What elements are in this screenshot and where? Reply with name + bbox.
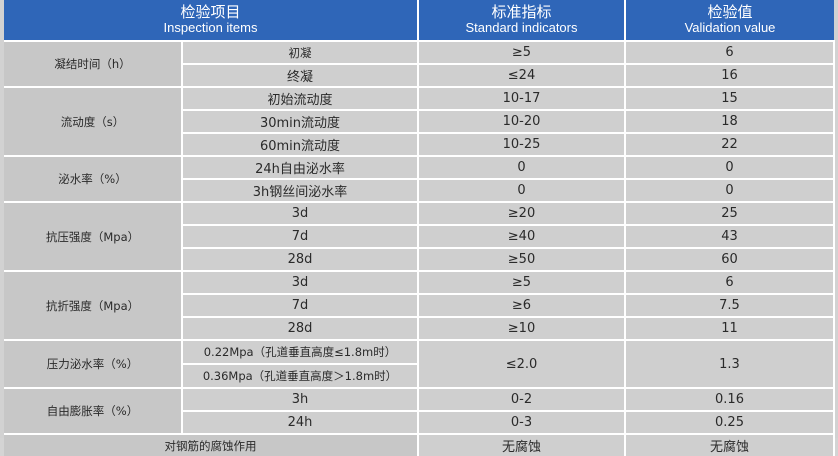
header-item-cn: 检验项目	[180, 3, 241, 21]
category-cell: 流动度（s）	[4, 87, 183, 157]
table-row: 0.36Mpa（孔道垂直高度＞1.8m时）	[4, 364, 834, 389]
table-row: 终凝 ≤24 16	[4, 64, 835, 88]
header-inspection-items: 检验项目 Inspection items	[4, 0, 419, 42]
standard-cell: 0	[418, 179, 626, 203]
table-row: 7d ≥6 7.5	[4, 294, 835, 318]
header-item-en: Inspection items	[163, 20, 258, 35]
value-cell: 1.3	[625, 340, 835, 389]
value-cell: 15	[625, 87, 835, 111]
header-val-en: Validation value	[684, 20, 776, 35]
table-row: 7d ≥40 43	[4, 225, 835, 249]
sub-item-cell: 3d	[182, 202, 419, 226]
value-cell: 0.25	[625, 411, 835, 435]
sub-item-cell: 3d	[182, 271, 419, 295]
standard-cell: ≤24	[418, 64, 626, 88]
table-row: 抗压强度（Mpa） 3d ≥20 25	[4, 202, 835, 272]
table-row: 对钢筋的腐蚀作用 无腐蚀 无腐蚀	[4, 434, 835, 456]
standard-cell: 0	[418, 156, 626, 180]
table-row: 泌水率（%） 24h自由泌水率 0 0	[4, 156, 835, 203]
sub-item-cell: 初始流动度	[182, 87, 419, 111]
category-cell: 抗压强度（Mpa）	[4, 202, 183, 272]
standard-cell: ≥50	[418, 248, 626, 272]
standard-cell: 10-25	[418, 133, 626, 157]
sub-item-cell: 0.36Mpa（孔道垂直高度＞1.8m时）	[182, 364, 419, 389]
table-row: 24h 0-3 0.25	[4, 411, 835, 435]
category-cell: 压力泌水率（%）	[4, 340, 183, 389]
table-row: 3h钢丝间泌水率 0 0	[4, 179, 835, 203]
value-cell: 43	[625, 225, 835, 249]
sub-item-cell: 28d	[182, 248, 419, 272]
sub-item-cell: 30min流动度	[182, 110, 419, 134]
sub-item-cell: 初凝	[182, 41, 419, 65]
standard-cell: ≥20	[418, 202, 626, 226]
standard-cell: ≥5	[418, 271, 626, 295]
value-cell: 6	[625, 41, 835, 65]
sub-item-cell: 0.22Mpa（孔道垂直高度≤1.8m时）	[182, 340, 419, 365]
table-row: 凝结时间（h） 初凝 ≥5 6	[4, 41, 835, 88]
value-cell: 6	[625, 271, 835, 295]
category-cell: 自由膨胀率（%）	[4, 388, 183, 435]
value-cell: 18	[625, 110, 835, 134]
value-cell: 11	[625, 317, 835, 341]
standard-cell: ≥6	[418, 294, 626, 318]
sub-item-cell: 终凝	[182, 64, 419, 88]
sub-item-cell: 24h自由泌水率	[182, 156, 419, 180]
standard-cell: 10-17	[418, 87, 626, 111]
sub-item-cell: 3h钢丝间泌水率	[182, 179, 419, 203]
value-cell: 60	[625, 248, 835, 272]
header-validation-value: 检验值 Validation value	[625, 0, 834, 42]
table-row: 流动度（s） 初始流动度 10-17 15	[4, 87, 835, 157]
value-cell: 0	[625, 156, 835, 180]
category-cell: 对钢筋的腐蚀作用	[4, 434, 419, 456]
sub-item-cell: 3h	[182, 388, 419, 412]
spec-table-container: 检验项目 Inspection items 标准指标 Standard indi…	[4, 0, 835, 456]
sub-item-cell: 60min流动度	[182, 133, 419, 157]
standard-cell: 0-3	[418, 411, 626, 435]
header-std-cn: 标准指标	[491, 3, 552, 21]
standard-cell: 0-2	[418, 388, 626, 412]
standard-cell: ≥10	[418, 317, 626, 341]
table-row: 28d ≥10 11	[4, 317, 835, 341]
header-standard-indicators: 标准指标 Standard indicators	[418, 0, 626, 42]
standard-cell: ≥40	[418, 225, 626, 249]
standard-cell: ≤2.0	[418, 340, 626, 389]
sub-item-cell: 28d	[182, 317, 419, 341]
category-cell: 泌水率（%）	[4, 156, 183, 203]
value-cell: 16	[625, 64, 835, 88]
inspection-table: 检验项目 Inspection items 标准指标 Standard indi…	[4, 0, 835, 456]
value-cell: 7.5	[625, 294, 835, 318]
header-val-cn: 检验值	[707, 3, 753, 21]
standard-cell: 无腐蚀	[418, 434, 626, 456]
value-cell: 0	[625, 179, 835, 203]
header-std-en: Standard indicators	[465, 20, 578, 35]
table-row: 30min流动度 10-20 18	[4, 110, 835, 134]
standard-cell: 10-20	[418, 110, 626, 134]
value-cell: 0.16	[625, 388, 835, 412]
value-cell: 无腐蚀	[625, 434, 835, 456]
table-row: 抗折强度（Mpa） 3d ≥5 6	[4, 271, 835, 341]
standard-cell: ≥5	[418, 41, 626, 65]
table-row: 自由膨胀率（%） 3h 0-2 0.16	[4, 388, 835, 435]
category-cell: 凝结时间（h）	[4, 41, 183, 88]
header-row: 检验项目 Inspection items 标准指标 Standard indi…	[4, 0, 834, 42]
sub-item-cell: 24h	[182, 411, 419, 435]
sub-item-cell: 7d	[182, 294, 419, 318]
table-row: 28d ≥50 60	[4, 248, 835, 272]
table-row: 压力泌水率（%） 0.22Mpa（孔道垂直高度≤1.8m时） ≤2.0 1.3	[4, 340, 835, 389]
value-cell: 25	[625, 202, 835, 226]
sub-item-cell: 7d	[182, 225, 419, 249]
category-cell: 抗折强度（Mpa）	[4, 271, 183, 341]
value-cell: 22	[625, 133, 835, 157]
table-row: 60min流动度 10-25 22	[4, 133, 835, 157]
